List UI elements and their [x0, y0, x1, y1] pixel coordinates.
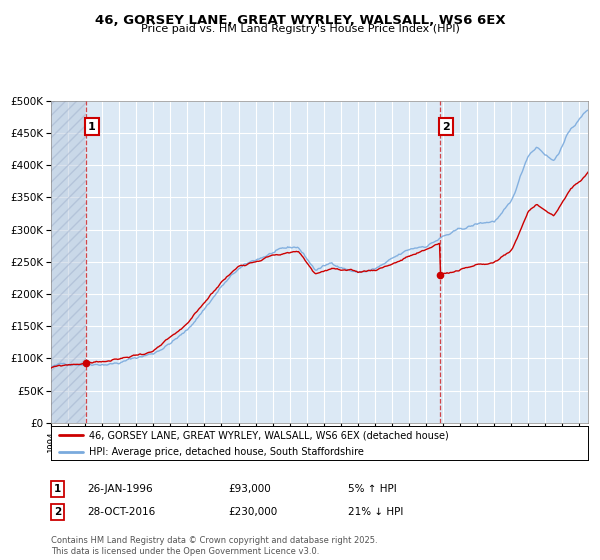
Bar	[51, 101, 86, 423]
Text: 46, GORSEY LANE, GREAT WYRLEY, WALSALL, WS6 6EX: 46, GORSEY LANE, GREAT WYRLEY, WALSALL, …	[95, 14, 505, 27]
Text: 26-JAN-1996: 26-JAN-1996	[87, 484, 152, 494]
Text: HPI: Average price, detached house, South Staffordshire: HPI: Average price, detached house, Sout…	[89, 447, 364, 456]
Text: 2: 2	[442, 122, 449, 132]
Text: 2: 2	[54, 507, 61, 517]
Text: Contains HM Land Registry data © Crown copyright and database right 2025.
This d: Contains HM Land Registry data © Crown c…	[51, 536, 377, 556]
Text: £93,000: £93,000	[228, 484, 271, 494]
Text: 5% ↑ HPI: 5% ↑ HPI	[348, 484, 397, 494]
Text: 46, GORSEY LANE, GREAT WYRLEY, WALSALL, WS6 6EX (detached house): 46, GORSEY LANE, GREAT WYRLEY, WALSALL, …	[89, 430, 448, 440]
Text: 1: 1	[54, 484, 61, 494]
Text: £230,000: £230,000	[228, 507, 277, 517]
Text: Price paid vs. HM Land Registry's House Price Index (HPI): Price paid vs. HM Land Registry's House …	[140, 24, 460, 34]
Text: 28-OCT-2016: 28-OCT-2016	[87, 507, 155, 517]
Text: 1: 1	[88, 122, 96, 132]
Text: 21% ↓ HPI: 21% ↓ HPI	[348, 507, 403, 517]
